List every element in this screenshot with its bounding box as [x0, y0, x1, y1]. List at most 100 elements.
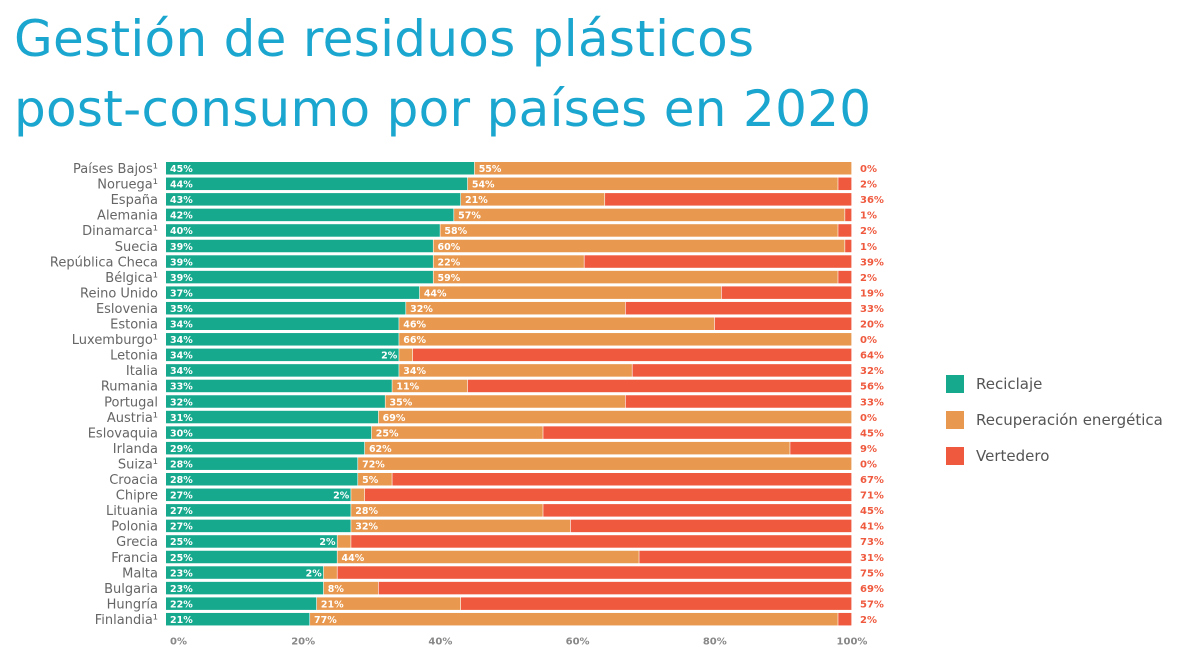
bar-vertedero	[584, 255, 852, 268]
bar-vertedero	[460, 597, 852, 610]
bar-reciclaje	[166, 224, 440, 237]
data-label-recuperacion: 57%	[458, 211, 481, 222]
data-label-recuperacion: 34%	[403, 366, 426, 377]
bar-vertedero	[639, 550, 852, 564]
data-label-vertedero-right: 57%	[860, 599, 884, 610]
data-label-reciclaje: 43%	[170, 195, 193, 206]
data-label-reciclaje: 31%	[170, 413, 193, 424]
bar-recuperacion	[399, 364, 632, 377]
bar-recuperacion	[433, 270, 838, 284]
data-label-vertedero-right: 0%	[860, 459, 877, 470]
bar-reciclaje	[166, 426, 372, 439]
category-label: Dinamarca¹	[82, 224, 158, 239]
bar-reciclaje	[166, 597, 317, 610]
data-label-vertedero-right: 2%	[860, 180, 877, 191]
data-label-reciclaje: 45%	[170, 164, 193, 175]
data-label-vertedero-right: 71%	[860, 491, 884, 502]
category-label: Letonia	[110, 349, 158, 364]
legend-label-reciclaje: Reciclaje	[976, 375, 1043, 393]
bar-vertedero	[838, 224, 852, 237]
bar-vertedero	[392, 473, 852, 486]
data-label-reciclaje: 25%	[170, 537, 193, 548]
bar-recuperacion	[433, 255, 584, 268]
category-label: Noruega¹	[97, 178, 158, 193]
bar-recuperacion	[460, 193, 605, 206]
data-label-vertedero-right: 73%	[860, 537, 884, 548]
category-label: Italia	[126, 364, 158, 379]
category-label: Eslovenia	[96, 302, 158, 317]
bar-recuperacion	[378, 410, 852, 424]
bar-reciclaje	[166, 473, 358, 486]
bar-reciclaje	[166, 550, 337, 564]
data-label-reciclaje: 34%	[170, 335, 193, 346]
bar-reciclaje	[166, 519, 351, 533]
legend-item-vertedero: Vertedero	[946, 438, 1163, 474]
data-label-vertedero-right: 2%	[860, 226, 877, 237]
bar-recuperacion	[385, 395, 626, 408]
bar-reciclaje	[166, 193, 461, 206]
bar-vertedero	[625, 395, 852, 408]
data-label-recuperacion: 32%	[410, 304, 433, 315]
category-label: Chipre	[116, 489, 158, 504]
data-label-vertedero-right: 67%	[860, 475, 884, 486]
data-label-vertedero-right: 19%	[860, 288, 884, 299]
data-label-reciclaje: 32%	[170, 397, 193, 408]
bar-vertedero	[838, 177, 852, 191]
data-label-vertedero-right: 45%	[860, 428, 884, 439]
bar-reciclaje	[166, 566, 324, 579]
bar-recuperacion	[399, 317, 715, 330]
bar-recuperacion	[337, 550, 639, 564]
data-label-vertedero-right: 0%	[860, 164, 877, 175]
category-label: Francia	[111, 551, 158, 566]
category-label: Bélgica¹	[105, 271, 158, 286]
data-label-reciclaje: 40%	[170, 226, 193, 237]
data-label-recuperacion: 58%	[444, 226, 467, 237]
bar-recuperacion	[316, 597, 461, 610]
bar-recuperacion	[371, 426, 543, 439]
data-label-recuperacion: 2%	[319, 537, 336, 548]
data-label-vertedero-right: 0%	[860, 413, 877, 424]
bar-recuperacion	[406, 301, 626, 315]
bar-vertedero	[570, 519, 852, 533]
bar-reciclaje	[166, 581, 324, 595]
bar-reciclaje	[166, 333, 399, 346]
data-label-vertedero-right: 39%	[860, 257, 884, 268]
category-label: Portugal	[104, 395, 158, 410]
data-label-reciclaje: 28%	[170, 475, 193, 486]
data-label-recuperacion: 21%	[465, 195, 488, 206]
category-label: Bulgaria	[104, 582, 158, 597]
bar-vertedero	[364, 488, 852, 502]
bar-reciclaje	[166, 317, 399, 330]
chart-title: Gestión de residuos plásticos post-consu…	[14, 4, 1114, 144]
data-label-vertedero-right: 31%	[860, 553, 884, 564]
data-label-reciclaje: 37%	[170, 288, 193, 299]
x-tick-label: 20%	[291, 636, 315, 647]
title-line-1: Gestión de residuos plásticos	[14, 10, 755, 68]
data-label-reciclaje: 27%	[170, 522, 193, 533]
category-label: Lituania	[106, 504, 158, 519]
bar-vertedero	[714, 317, 852, 330]
bar-reciclaje	[166, 348, 399, 362]
legend: Reciclaje Recuperación energética Verted…	[946, 366, 1163, 474]
bar-reciclaje	[166, 301, 406, 315]
data-label-recuperacion: 77%	[314, 615, 337, 626]
data-label-vertedero-right: 9%	[860, 444, 877, 455]
data-label-reciclaje: 21%	[170, 615, 193, 626]
bar-vertedero	[351, 535, 852, 548]
category-label: Finlandia¹	[95, 613, 158, 628]
data-label-vertedero-right: 1%	[860, 242, 877, 253]
bar-vertedero	[543, 504, 852, 517]
bar-reciclaje	[166, 395, 385, 408]
category-label: Eslovaquia	[88, 426, 158, 441]
data-label-recuperacion: 28%	[355, 506, 378, 517]
data-label-recuperacion: 22%	[438, 257, 461, 268]
bar-reciclaje	[166, 504, 351, 517]
data-label-recuperacion: 72%	[362, 459, 385, 470]
data-label-recuperacion: 55%	[479, 164, 502, 175]
data-label-vertedero-right: 36%	[860, 195, 884, 206]
legend-swatch-reciclaje	[946, 375, 964, 393]
bar-recuperacion	[467, 177, 838, 191]
data-label-vertedero-right: 2%	[860, 273, 877, 284]
category-label: Países Bajos¹	[73, 162, 158, 177]
